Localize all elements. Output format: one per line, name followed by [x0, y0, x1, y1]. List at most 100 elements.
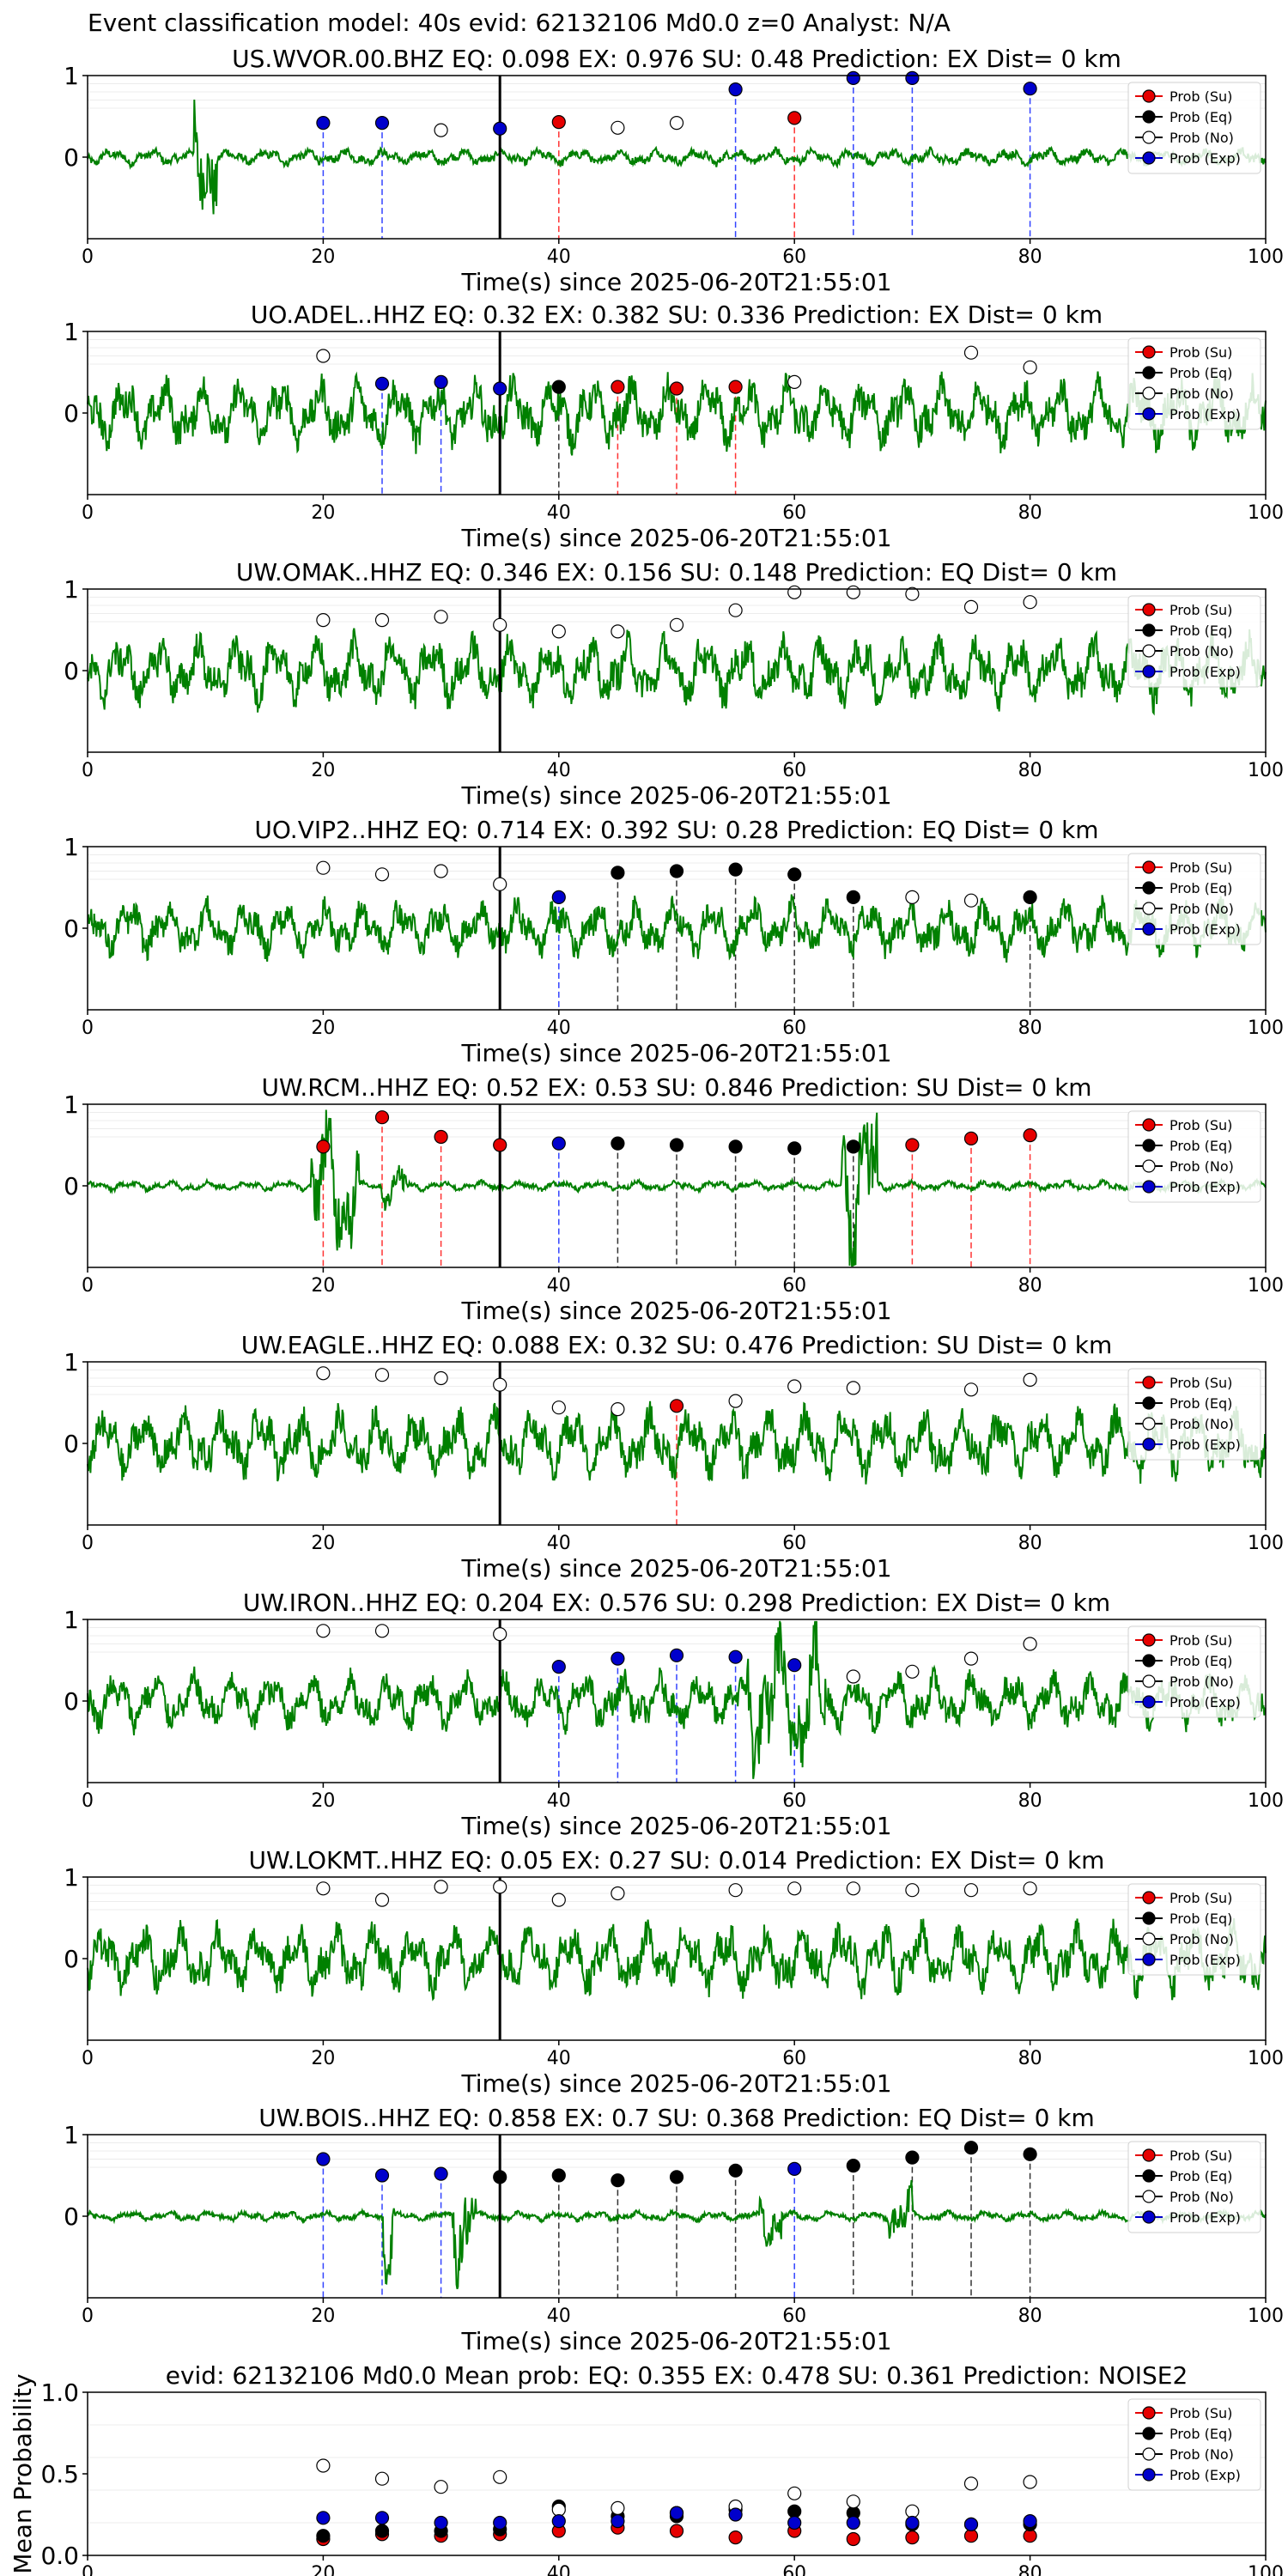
legend-marker-eq [1142, 1911, 1156, 1925]
legend-label: Prob (Exp) [1170, 2209, 1241, 2226]
x-tick-label: 60 [782, 1533, 806, 1554]
x-tick-label: 60 [782, 2048, 806, 2069]
legend-marker-su [1142, 89, 1156, 103]
legend-label: Prob (Eq) [1170, 623, 1232, 639]
legend-box [1127, 1625, 1261, 1718]
x-tick-label: 60 [782, 2306, 806, 2327]
x-tick-label: 100 [1248, 2563, 1284, 2576]
prob-marker-no [316, 349, 331, 363]
mean-marker-su [846, 2531, 860, 2547]
x-tick-label: 100 [1248, 2048, 1284, 2069]
x-tick-label: 0 [82, 2048, 94, 2069]
figure-suptitle: Event classification model: 40s evid: 62… [88, 9, 951, 37]
prob-marker-no [374, 612, 390, 628]
x-tick-label: 60 [782, 2563, 806, 2576]
legend-label: Prob (Eq) [1170, 2168, 1232, 2184]
mean-marker-no [846, 2494, 860, 2509]
legend-label: Prob (Eq) [1170, 1653, 1232, 1669]
legend-marker-exp [1142, 922, 1156, 936]
panel-title: UW.OMAK..HHZ EQ: 0.346 EX: 0.156 SU: 0.1… [236, 558, 1117, 586]
legend-marker-no [1142, 131, 1156, 144]
x-tick-label: 40 [547, 1790, 571, 1812]
legend-label: Prob (Su) [1170, 1632, 1232, 1649]
legend-marker-eq [1142, 623, 1156, 637]
legend-label: Prob (No) [1170, 2446, 1234, 2463]
seismic-trace [87, 1109, 1267, 1267]
prob-marker-eq [669, 864, 684, 878]
mean-marker-exp [551, 2514, 566, 2529]
legend-label: Prob (Su) [1170, 602, 1232, 618]
mean-marker-exp [1023, 2514, 1037, 2529]
x-axis-label: Time(s) since 2025-06-20T21:55:01 [460, 2069, 891, 2098]
y-axis-label: Mean Probability [9, 2373, 37, 2573]
prob-marker-no [434, 123, 448, 137]
legend-label: Prob (Eq) [1170, 880, 1232, 896]
prob-marker-exp [728, 1649, 743, 1664]
legend-marker-no [1142, 644, 1156, 658]
x-tick-label: 40 [547, 246, 571, 268]
legend-label: Prob (Exp) [1170, 1179, 1241, 1195]
prob-marker-exp [905, 70, 920, 85]
prob-marker-no [846, 1669, 860, 1684]
prob-marker-no [1023, 1372, 1037, 1388]
legend-label: Prob (Exp) [1170, 150, 1241, 167]
legend-label: Prob (Exp) [1170, 921, 1241, 938]
y-tick-label: 1 [64, 62, 79, 90]
prob-marker-su [1023, 1127, 1037, 1143]
prob-marker-exp [1023, 82, 1037, 96]
prob-marker-no [434, 1370, 448, 1386]
prob-marker-no [905, 890, 920, 905]
prob-marker-su [669, 381, 684, 396]
legend-label: Prob (Exp) [1170, 406, 1241, 422]
prob-marker-eq [787, 1141, 802, 1156]
prob-marker-exp [669, 1648, 684, 1662]
mean-marker-exp [905, 2515, 920, 2530]
legend-label: Prob (Exp) [1170, 1952, 1241, 1968]
prob-marker-eq [551, 380, 566, 394]
legend-label: Prob (Eq) [1170, 1138, 1232, 1154]
x-tick-label: 80 [1018, 1275, 1042, 1297]
x-tick-label: 100 [1248, 760, 1284, 781]
prob-marker-no [1023, 1637, 1037, 1651]
legend-marker-eq [1142, 110, 1156, 124]
seismic-trace [87, 99, 1267, 215]
x-tick-label: 80 [1018, 502, 1042, 524]
legend-label: Prob (Su) [1170, 1117, 1232, 1133]
prob-marker-eq [905, 2150, 920, 2165]
legend-box [1127, 1883, 1261, 1976]
legend-label: Prob (Su) [1170, 344, 1232, 361]
x-axis-label: Time(s) since 2025-06-20T21:55:01 [460, 781, 891, 810]
legend-box [1127, 2141, 1261, 2233]
prob-marker-no [434, 864, 448, 878]
prob-marker-su [374, 1110, 390, 1125]
x-tick-label: 80 [1018, 2048, 1042, 2069]
x-tick-label: 60 [782, 1275, 806, 1297]
legend-marker-exp [1142, 1180, 1156, 1194]
legend-label: Prob (No) [1170, 643, 1234, 659]
x-tick-label: 40 [547, 502, 571, 524]
legend-label: Prob (No) [1170, 901, 1234, 917]
legend-label: Prob (Eq) [1170, 109, 1232, 125]
prob-marker-eq [728, 1139, 743, 1154]
prob-marker-no [963, 345, 979, 360]
prob-marker-no [728, 1883, 743, 1898]
prob-marker-no [963, 1651, 979, 1666]
prob-marker-exp [434, 2166, 448, 2181]
prob-marker-eq [846, 2159, 860, 2173]
prob-marker-eq [1023, 2147, 1037, 2161]
legend-label: Prob (Eq) [1170, 1395, 1232, 1412]
legend-marker-no [1142, 1159, 1156, 1173]
prob-marker-no [374, 867, 390, 882]
legend-marker-exp [1142, 407, 1156, 421]
x-tick-label: 100 [1248, 1018, 1284, 1039]
mean-marker-no [963, 2476, 979, 2491]
x-tick-label: 100 [1248, 502, 1284, 524]
panel-title: UO.VIP2..HHZ EQ: 0.714 EX: 0.392 SU: 0.2… [254, 816, 1098, 844]
panel-title: UO.ADEL..HHZ EQ: 0.32 EX: 0.382 SU: 0.33… [251, 301, 1103, 329]
x-tick-label: 60 [782, 760, 806, 781]
x-tick-label: 60 [782, 502, 806, 524]
mean-marker-no [787, 2486, 802, 2500]
prob-marker-no [846, 1881, 860, 1896]
x-tick-label: 40 [547, 1533, 571, 1554]
mean-marker-exp [374, 2511, 390, 2525]
